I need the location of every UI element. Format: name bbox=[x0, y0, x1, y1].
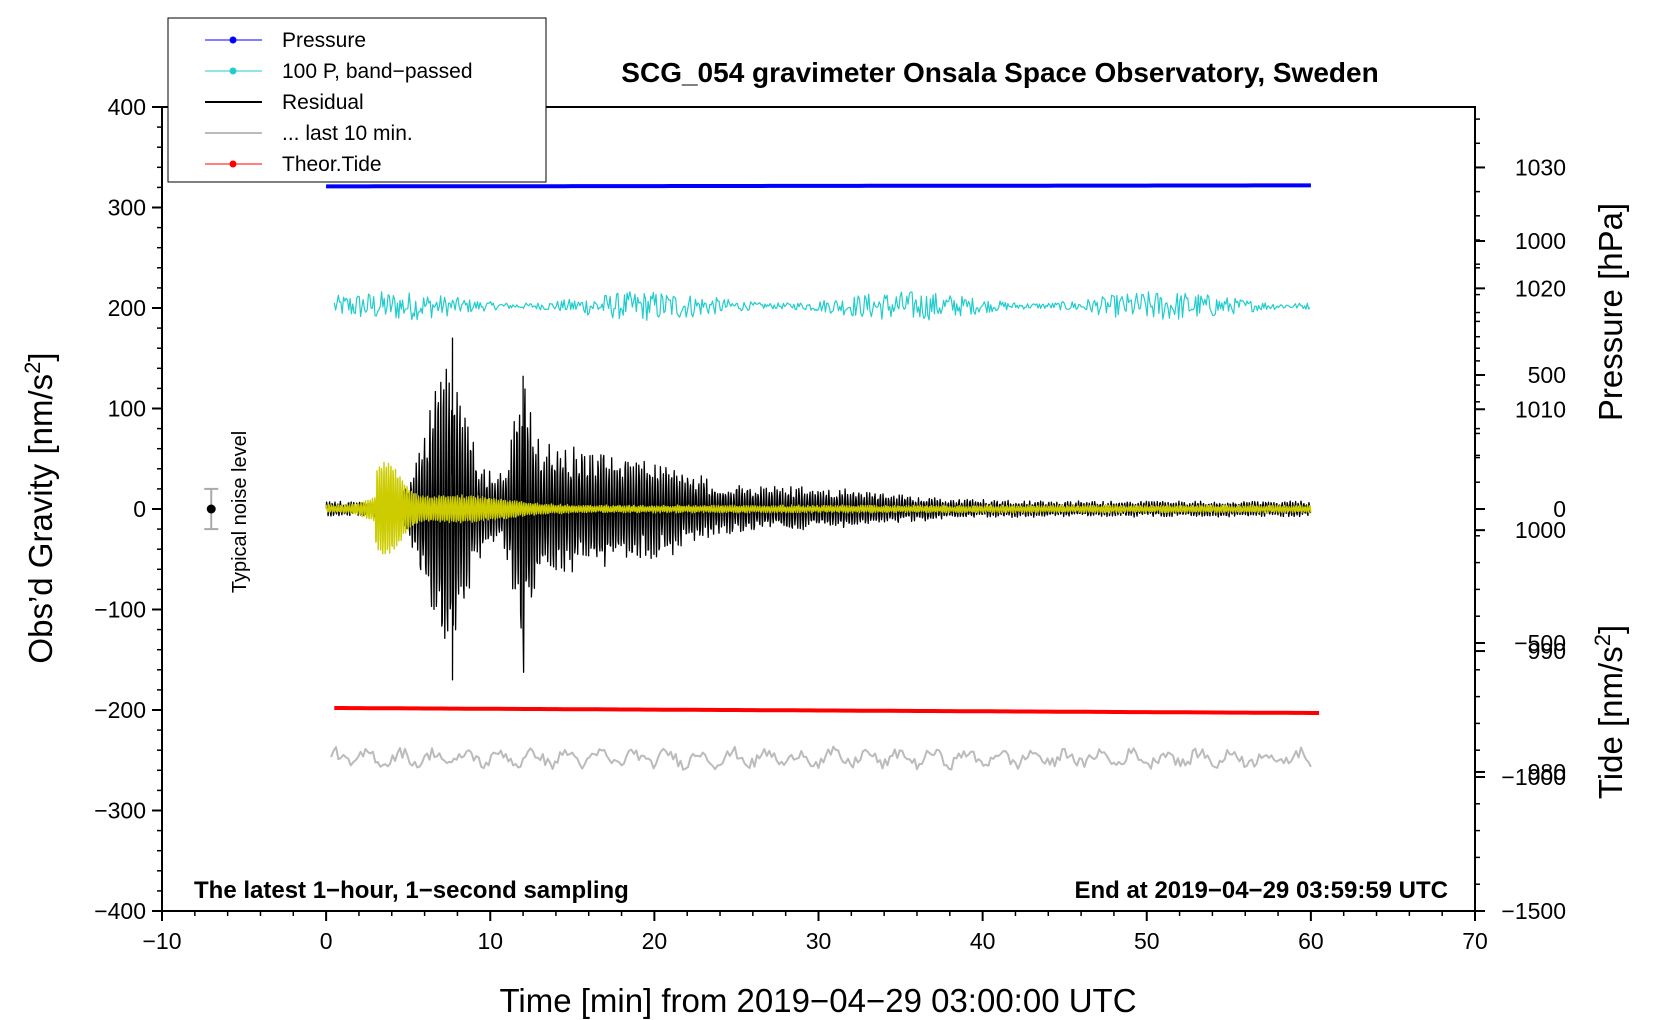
y-axis-title-pressure: Pressure [hPa] bbox=[1592, 203, 1629, 421]
x-tick-label: 30 bbox=[806, 928, 832, 954]
x-tick-label: 40 bbox=[970, 928, 996, 954]
yellow-trace-series bbox=[325, 461, 1312, 555]
legend-marker bbox=[229, 67, 237, 75]
y-axis-title-tide: Tide [nm/s2] bbox=[1590, 625, 1629, 799]
noise-indicator bbox=[204, 487, 219, 531]
pressure-tick-label: 980 bbox=[1528, 759, 1566, 785]
legend-box bbox=[167, 17, 547, 183]
tide-tick-label: −1500 bbox=[1501, 898, 1566, 924]
tick-layer: −10 0 10 20 30 40 50 60 704003002001000−100−200−… bbox=[94, 94, 1566, 954]
tide-tick-label: 0 bbox=[1553, 496, 1566, 522]
y-tick-label: 300 bbox=[108, 195, 146, 221]
pressure-tick-label: 990 bbox=[1528, 638, 1566, 664]
residual-series bbox=[325, 337, 1312, 681]
note-sampling: The latest 1−hour, 1−second sampling bbox=[194, 877, 629, 904]
y-tick-label: −100 bbox=[94, 597, 146, 623]
tide-tick-label: −1000 bbox=[1501, 764, 1566, 790]
y-tick-label: −300 bbox=[94, 798, 146, 824]
legend-label: ... last 10 min. bbox=[282, 122, 413, 145]
x-tick-label: 20 bbox=[642, 928, 668, 954]
y-tick-label: 0 bbox=[133, 496, 146, 522]
x-tick-label: 10 bbox=[477, 928, 503, 954]
y-tick-label: 400 bbox=[108, 94, 146, 120]
pressure-tick-label: 1020 bbox=[1515, 275, 1566, 301]
legend-marker bbox=[229, 160, 237, 168]
x-tick-label: −10 bbox=[142, 928, 181, 954]
y-tick-label: 100 bbox=[108, 396, 146, 422]
legend-label: Pressure bbox=[282, 29, 366, 52]
legend-label: 100 P, band−passed bbox=[282, 60, 473, 83]
y-tick-label: 200 bbox=[108, 295, 146, 321]
tide-tick-label: 500 bbox=[1528, 362, 1566, 388]
y-tick-label: −400 bbox=[94, 898, 146, 924]
tide-tick-label: 1000 bbox=[1515, 228, 1566, 254]
legend-marker bbox=[229, 36, 237, 44]
legend-label: Theor.Tide bbox=[282, 153, 382, 176]
pressure-tick-label: 1030 bbox=[1515, 154, 1566, 180]
legend: Pressure 100 P, band−passed Residual ... la… bbox=[167, 17, 547, 183]
y-axis-title-left: Obs’d Gravity [nm/s2] bbox=[20, 352, 59, 663]
series-layer bbox=[325, 183, 1320, 771]
legend-label: Residual bbox=[282, 91, 364, 114]
theoretical-tide-series bbox=[334, 706, 1320, 715]
pressure-tick-label: 1010 bbox=[1515, 396, 1566, 422]
x-tick-label: 0 bbox=[320, 928, 333, 954]
last-10-min-series bbox=[330, 745, 1312, 771]
noise-level-label: Typical noise level bbox=[229, 431, 251, 593]
bandpassed-pressure-series bbox=[333, 291, 1311, 321]
chart-title: SCG_054 gravimeter Onsala Space Observat… bbox=[621, 57, 1378, 88]
noise-center-dot bbox=[206, 504, 216, 514]
note-end-time: End at 2019−04−29 03:59:59 UTC bbox=[1074, 877, 1448, 904]
x-tick-label: 60 bbox=[1298, 928, 1324, 954]
y-tick-label: −200 bbox=[94, 697, 146, 723]
tide-tick-label: −500 bbox=[1514, 630, 1566, 656]
pressure-tick-label: 1000 bbox=[1515, 517, 1566, 543]
pressure-series bbox=[326, 183, 1311, 189]
x-tick-label: 50 bbox=[1134, 928, 1160, 954]
x-axis-title: Time [min] from 2019−04−29 03:00:00 UTC bbox=[499, 982, 1136, 1019]
x-tick-label: 70 bbox=[1462, 928, 1488, 954]
